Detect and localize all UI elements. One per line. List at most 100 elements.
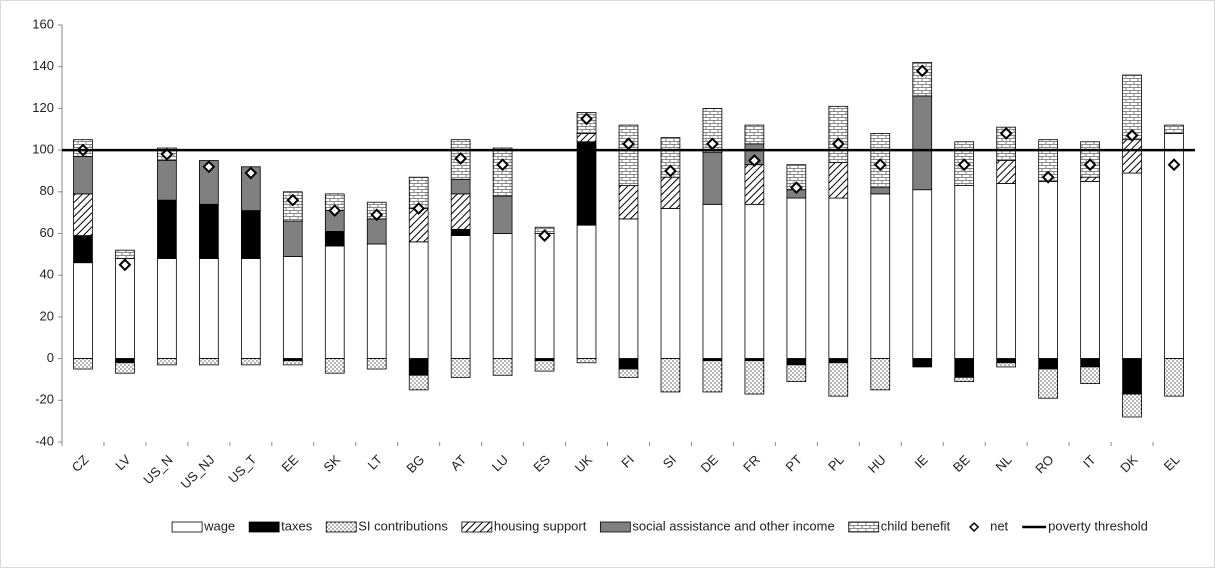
bar-segment [912,358,933,368]
bar-segment [786,197,807,359]
bar-segment [1122,139,1142,174]
net-marker [496,158,510,172]
bar-segment [660,176,681,209]
y-tick-label: 160 [32,16,54,31]
net-marker [706,137,719,151]
net-marker [664,164,677,178]
bar-segment [324,358,345,374]
bar-segment [1038,368,1058,399]
bar-segment [366,218,387,245]
bar-segment [1164,124,1184,134]
net-marker [1083,158,1097,172]
bar-segment [282,360,303,366]
bar-segment [744,360,765,395]
legend-key [599,521,631,533]
bar-segment [828,197,849,359]
bar-segment [828,162,849,199]
bar-segment [450,228,471,236]
net-marker [286,193,300,207]
bar-segment [576,358,597,364]
bar-segment [492,195,513,234]
bar-segment [954,185,975,359]
bar-segment [1080,358,1100,368]
y-tick-label: 140 [32,58,54,73]
bar-segment [702,151,723,205]
bar-segment [744,124,765,145]
net-marker [915,64,929,78]
bar-segment [282,256,303,359]
net-marker [1125,129,1139,142]
net-marker [622,137,635,151]
bar-segment [324,245,345,359]
y-tick-label: 80 [40,183,54,198]
bar-segment [828,358,849,364]
bar-segment [282,220,303,257]
bar-segment [324,231,345,247]
bar-segment [73,235,93,264]
bar-segment [702,108,723,153]
bar-segment [408,241,429,359]
bar-segment [492,147,513,197]
bar-segment [576,224,597,360]
bar-segment [786,358,807,366]
bar-segment [157,358,177,366]
bar-segment [492,233,513,359]
net-marker [370,208,384,222]
net-marker [202,160,216,174]
bar-segment [702,203,723,359]
legend-key [848,521,880,533]
y-tick-label: 40 [40,267,54,282]
legend-label: wage [203,518,235,533]
bar-segment [618,185,639,220]
bar-segment [115,362,135,374]
bar-segment [828,105,849,164]
bar-segment [996,362,1017,368]
bar-segment [1164,358,1184,397]
bar-segment [1080,180,1100,360]
net-marker [580,112,593,126]
bar-segment [618,218,639,360]
bar-segment [366,358,387,370]
bar-segment [660,358,681,393]
legend-label: SI contributions [358,518,448,533]
net-marker [454,152,468,165]
legend-label: net [990,518,1008,533]
net-marker [412,202,426,215]
y-tick-label: 120 [32,100,54,115]
bar-segment [408,374,429,391]
bar-segment [157,258,177,359]
legend-key [325,521,357,533]
net-marker [999,127,1013,140]
y-tick-label: 0 [47,350,54,365]
legend-key [461,521,493,533]
legend-label: social assistance and other income [632,518,834,533]
y-tick-label: 20 [40,308,54,323]
bar-segment [912,95,933,191]
bar-segment [115,258,135,359]
bar-segment [450,193,471,230]
bar-segment [618,358,639,370]
net-marker [873,158,887,172]
bar-segment [366,243,387,360]
bar-segment [996,160,1017,184]
bar-segment [576,141,597,226]
y-tick-label: -40 [35,433,54,448]
bar-segment [576,133,597,143]
legend-label: housing support [494,518,587,533]
bar-segment [199,358,219,366]
bar-segment [450,235,471,360]
y-tick-label: -20 [35,392,54,407]
bar-segment [702,360,723,393]
bar-segment [1080,176,1100,182]
bar-segment [157,199,177,259]
bar-segment [1080,366,1100,385]
y-tick-label: 60 [40,225,54,240]
net-marker [538,229,551,242]
bar-segment [157,160,177,201]
legend-label: taxes [281,518,313,533]
y-tick-label: 100 [32,142,54,157]
net-marker [1167,158,1181,172]
net-marker [747,154,761,167]
bar-segment [408,358,429,376]
net-marker [957,158,971,172]
